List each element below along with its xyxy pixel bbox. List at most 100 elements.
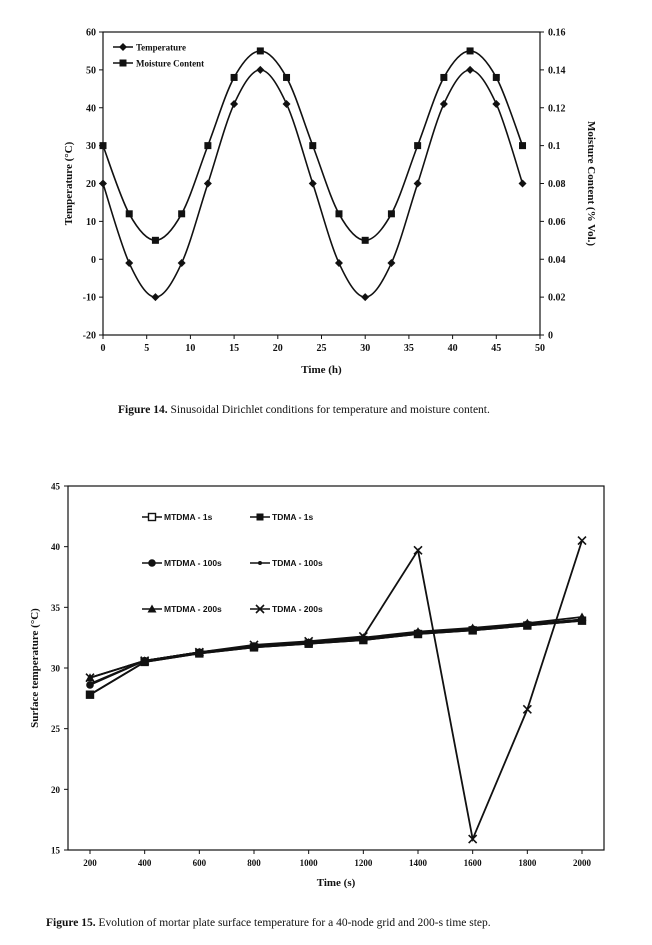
x-tick-label: 1400 (409, 858, 428, 868)
figure-14-caption-text: Sinusoidal Dirichlet conditions for temp… (170, 404, 490, 416)
figure-15-caption-label: Figure 15. (46, 917, 96, 929)
y-tick-label: -20 (83, 331, 96, 342)
data-point (283, 73, 291, 81)
data-point (387, 210, 395, 218)
data-point (204, 142, 212, 150)
data-point (492, 73, 500, 81)
x-tick-label: 1600 (464, 858, 483, 868)
legend-marker (147, 512, 157, 522)
legend-label: MTDMA - 100s (164, 558, 222, 568)
y-tick-label: 30 (86, 141, 96, 152)
data-point (440, 73, 448, 81)
y2-tick-label: 0.02 (548, 293, 566, 304)
y-axis-label: Temperature (°C) (63, 141, 75, 225)
plot-frame (67, 485, 605, 851)
data-point (304, 636, 314, 646)
data-point (125, 210, 133, 218)
x-tick-label: 5 (144, 343, 149, 354)
data-point (178, 210, 186, 218)
series-line (89, 618, 583, 685)
x-tick-label: 2000 (573, 858, 592, 868)
y-tick-label: 20 (51, 785, 61, 795)
data-point (577, 536, 587, 546)
y-tick-label: 15 (51, 846, 61, 856)
y2-tick-label: 0.08 (548, 179, 566, 190)
y-tick-label: 60 (86, 28, 96, 39)
figure-15-caption: Figure 15. Evolution of mortar plate sur… (46, 917, 491, 929)
figure-15-chart: 200 400 600 800 1000 1200 1400 1600 1800 2000 15 20… (29, 482, 605, 889)
data-point (334, 259, 343, 268)
data-point (249, 640, 259, 650)
data-point (256, 65, 265, 74)
data-point (85, 673, 95, 683)
y-tick-label: 0 (91, 255, 96, 266)
y-tick-label: 50 (86, 65, 96, 76)
legend-label: MTDMA - 1s (164, 512, 213, 522)
x-tick-label: 800 (247, 858, 261, 868)
x-tick-label: 400 (138, 858, 152, 868)
data-point (358, 631, 368, 642)
x-axis-label: Time (s) (317, 877, 356, 889)
x-tick-label: 200 (83, 858, 97, 868)
data-point (439, 99, 448, 108)
x-tick-label: 10 (185, 343, 195, 354)
data-point (413, 545, 423, 555)
legend-label: TDMA - 1s (272, 512, 314, 522)
data-point (194, 647, 204, 657)
legend-marker (256, 513, 264, 521)
x-axis-label: Time (h) (301, 364, 342, 376)
y2-tick-label: 0.06 (548, 217, 566, 228)
legend-marker (258, 561, 262, 565)
legend-label: MTDMA - 200s (164, 604, 222, 614)
series-tdma-200s (85, 536, 587, 844)
data-point (414, 142, 422, 150)
data-point (177, 259, 186, 268)
x-tick-label: 40 (448, 343, 458, 354)
series-line (89, 618, 583, 686)
data-point (151, 236, 159, 244)
data-point (230, 99, 239, 108)
data-point (466, 47, 474, 55)
data-point (151, 293, 160, 302)
y2-tick-label: 0.14 (548, 65, 566, 76)
data-point (361, 293, 370, 302)
data-point (466, 65, 475, 74)
data-point (413, 627, 423, 636)
legend-marker (119, 59, 127, 67)
x-tick-label: 600 (193, 858, 207, 868)
data-point (99, 142, 107, 150)
y-tick-label: 45 (51, 482, 61, 492)
legend-marker (147, 604, 157, 613)
x-tick-label: 15 (229, 343, 239, 354)
x-tick-label: 1800 (518, 858, 537, 868)
legend-label: Moisture Content (136, 59, 204, 69)
x-tick-label: 1000 (300, 858, 319, 868)
y2-axis-label: Moisture Content (% Vol.) (585, 121, 597, 246)
legend-marker (148, 559, 156, 567)
legend-label: TDMA - 200s (272, 604, 323, 614)
data-point (86, 691, 94, 699)
data-point (309, 142, 317, 150)
legend-label: Temperature (136, 43, 186, 53)
series-line (89, 540, 583, 843)
y-tick-label: 30 (51, 664, 61, 674)
data-point (88, 681, 92, 686)
y-tick-label: 40 (86, 103, 96, 114)
data-point (522, 704, 532, 714)
series-moisture-content (99, 47, 527, 244)
figure-14-caption: Figure 14. Sinusoidal Dirichlet conditio… (118, 404, 490, 416)
y2-tick-label: 0.12 (548, 103, 566, 114)
y2-tick-label: 0.1 (548, 141, 561, 152)
series-mtdma-200s (85, 612, 587, 682)
data-point (282, 99, 291, 108)
x-tick-label: 1200 (354, 858, 373, 868)
y-axis-label: Surface temperature (°C) (29, 608, 41, 728)
data-point (308, 179, 317, 188)
data-point (99, 179, 107, 188)
legend-marker (255, 604, 265, 614)
data-point (125, 259, 134, 268)
y-tick-label: 20 (86, 179, 96, 190)
legend-marker (119, 43, 127, 51)
legend: MTDMA - 1s TDMA - 1s MTDMA - 100s TDMA - 10… (142, 512, 323, 614)
data-point (256, 47, 264, 55)
